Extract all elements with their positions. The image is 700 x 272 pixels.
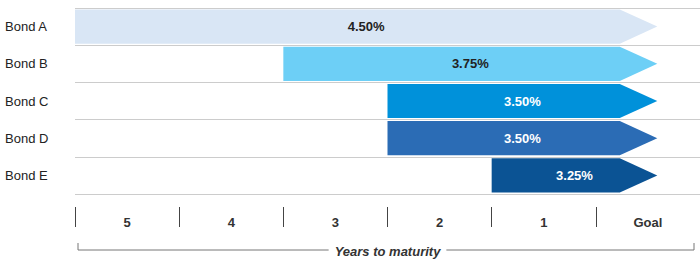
svg-text:Bond B: Bond B xyxy=(5,56,48,71)
svg-text:Goal: Goal xyxy=(633,215,662,230)
svg-text:4: 4 xyxy=(228,215,236,230)
svg-text:Years to maturity: Years to maturity xyxy=(335,244,441,259)
svg-text:4.50%: 4.50% xyxy=(348,19,385,34)
svg-text:3.25%: 3.25% xyxy=(556,168,593,183)
svg-text:Bond C: Bond C xyxy=(5,94,48,109)
svg-text:2: 2 xyxy=(436,215,443,230)
svg-text:3.50%: 3.50% xyxy=(504,131,541,146)
svg-text:5: 5 xyxy=(123,215,130,230)
svg-text:3.75%: 3.75% xyxy=(452,56,489,71)
svg-text:Bond D: Bond D xyxy=(5,131,48,146)
svg-text:Bond A: Bond A xyxy=(5,19,47,34)
svg-text:Bond E: Bond E xyxy=(5,168,48,183)
svg-text:1: 1 xyxy=(540,215,547,230)
svg-text:3: 3 xyxy=(332,215,339,230)
svg-text:3.50%: 3.50% xyxy=(504,94,541,109)
